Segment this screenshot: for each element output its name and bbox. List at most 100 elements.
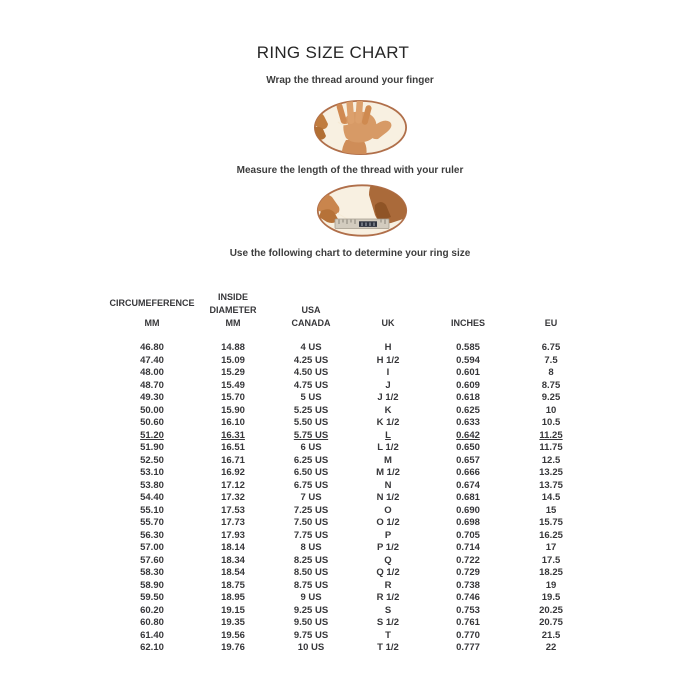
table-cell: 10 US bbox=[297, 642, 325, 653]
table-cell: 57.60 bbox=[140, 554, 164, 566]
table-cell: 0.714 bbox=[456, 542, 480, 553]
table-cell: 0.650 bbox=[456, 442, 480, 453]
table-cell: 7.5 bbox=[544, 354, 558, 366]
table-cell: 8 US bbox=[300, 542, 322, 553]
table-cell: 0.681 bbox=[456, 492, 480, 503]
table-cell: 16.71 bbox=[221, 454, 245, 466]
table-row: 52.50 16.71 6.25 US M 0.657 12.5 bbox=[110, 455, 592, 468]
table-cell: 61.40 bbox=[140, 629, 164, 641]
table-cell: O 1/2 bbox=[376, 517, 400, 528]
table-row: 48.70 15.49 4.75 US J 0.609 8.75 bbox=[110, 380, 592, 393]
table-cell: 9.75 US bbox=[293, 629, 329, 641]
table-cell: 0.609 bbox=[456, 379, 480, 391]
table-row: 48.00 15.29 4.50 US I 0.601 8 bbox=[110, 367, 592, 380]
table-row: 57.60 18.34 8.25 US Q 0.722 17.5 bbox=[110, 555, 592, 568]
ruler-graphic bbox=[334, 218, 390, 229]
table-cell: 9.25 US bbox=[293, 604, 329, 616]
instruction-step-2: Measure the length of the thread with yo… bbox=[236, 165, 464, 176]
table-cell: 58.30 bbox=[140, 567, 164, 578]
table-cell: 17.73 bbox=[221, 517, 245, 528]
table-cell: R bbox=[384, 579, 392, 591]
table-cell: 8.50 US bbox=[293, 567, 329, 578]
table-row: 53.80 17.12 6.75 US N 0.674 13.75 bbox=[110, 480, 592, 493]
table-cell: 11.75 bbox=[539, 442, 563, 453]
table-cell: 17.53 bbox=[221, 504, 245, 516]
table-cell: 16.31 bbox=[221, 429, 245, 441]
table-cell: 50.00 bbox=[140, 404, 164, 416]
table-cell: 15.70 bbox=[221, 392, 245, 403]
table-cell: J bbox=[385, 379, 391, 391]
table-cell: 7.50 US bbox=[293, 517, 329, 528]
table-cell: 18.95 bbox=[221, 592, 245, 603]
table-cell: 17.32 bbox=[221, 492, 245, 503]
table-cell: 13.25 bbox=[539, 467, 563, 478]
table-cell: 0.705 bbox=[456, 529, 480, 541]
table-cell: H bbox=[384, 342, 392, 353]
table-cell: 0.633 bbox=[456, 417, 480, 428]
table-cell: N 1/2 bbox=[376, 492, 400, 503]
table-row: 51.20 16.31 5.75 US L 0.642 11.25 bbox=[110, 430, 592, 443]
table-cell: 22 bbox=[545, 642, 557, 653]
table-cell: 0.690 bbox=[456, 504, 480, 516]
table-cell: 7.75 US bbox=[293, 529, 329, 541]
table-cell: H 1/2 bbox=[376, 354, 400, 366]
table-cell: K bbox=[384, 404, 392, 416]
table-cell: 12.5 bbox=[541, 454, 561, 466]
table-cell: 15.75 bbox=[539, 517, 563, 528]
table-cell: J 1/2 bbox=[377, 392, 399, 403]
table-row: 58.90 18.75 8.75 US R 0.738 19 bbox=[110, 580, 592, 593]
column-header: UK bbox=[381, 318, 395, 328]
table-cell: Q bbox=[384, 554, 392, 566]
table-cell: 0.746 bbox=[456, 592, 480, 603]
table-row: 54.40 17.32 7 US N 1/2 0.681 14.5 bbox=[110, 492, 592, 505]
table-cell: 7.25 US bbox=[293, 504, 329, 516]
table-row: 56.30 17.93 7.75 US P 0.705 16.25 bbox=[110, 530, 592, 543]
table-cell: L bbox=[385, 429, 391, 441]
table-cell: 48.00 bbox=[140, 367, 164, 378]
table-cell: 0.777 bbox=[456, 642, 480, 653]
table-cell: 0.657 bbox=[456, 454, 480, 466]
table-cell: 54.40 bbox=[140, 492, 164, 503]
table-cell: 20.25 bbox=[539, 604, 563, 616]
table-cell: 15 bbox=[545, 504, 557, 516]
table-cell: 16.51 bbox=[221, 442, 245, 453]
table-cell: 8.75 US bbox=[293, 579, 329, 591]
table-row: 60.20 19.15 9.25 US S 0.753 20.25 bbox=[110, 605, 592, 618]
table-cell: 55.10 bbox=[140, 504, 164, 516]
table-cell: 0.753 bbox=[456, 604, 480, 616]
table-cell: R 1/2 bbox=[376, 592, 400, 603]
table-cell: 50.60 bbox=[140, 417, 164, 428]
table-cell: 51.90 bbox=[140, 442, 164, 453]
table-cell: 9 US bbox=[300, 592, 322, 603]
wrap-thread-illustration bbox=[312, 98, 409, 157]
table-cell: T 1/2 bbox=[377, 642, 399, 653]
table-cell: 20.75 bbox=[539, 617, 563, 628]
table-cell: 18.75 bbox=[221, 579, 245, 591]
table-cell: 0.674 bbox=[456, 479, 480, 491]
page-title: RING SIZE CHART bbox=[256, 43, 410, 62]
table-cell: 0.601 bbox=[456, 367, 480, 378]
column-header: EU bbox=[544, 318, 558, 328]
table-cell: 60.80 bbox=[140, 617, 164, 628]
table-cell: T bbox=[385, 629, 391, 641]
table-cell: 15.09 bbox=[221, 354, 245, 366]
table-cell: 16.92 bbox=[221, 467, 245, 478]
table-cell: S bbox=[384, 604, 392, 616]
measure-thread-illustration bbox=[315, 183, 409, 238]
table-cell: 4.75 US bbox=[293, 379, 329, 391]
table-cell: 53.10 bbox=[140, 467, 164, 478]
table-cell: N bbox=[384, 479, 392, 491]
table-cell: 5 US bbox=[300, 392, 322, 403]
table-cell: 6.50 US bbox=[293, 467, 329, 478]
table-row: 53.10 16.92 6.50 US M 1/2 0.666 13.25 bbox=[110, 467, 592, 480]
table-cell: 0.761 bbox=[456, 617, 480, 628]
table-cell: 0.625 bbox=[456, 404, 480, 416]
table-cell: 0.642 bbox=[456, 429, 480, 441]
hand-with-thread-icon bbox=[314, 99, 407, 156]
table-row: 47.40 15.09 4.25 US H 1/2 0.594 7.5 bbox=[110, 355, 592, 368]
table-cell: I bbox=[386, 367, 390, 378]
table-cell: 14.88 bbox=[221, 342, 245, 353]
table-cell: 8.25 US bbox=[293, 554, 329, 566]
table-row: 50.60 16.10 5.50 US K 1/2 0.633 10.5 bbox=[110, 417, 592, 430]
